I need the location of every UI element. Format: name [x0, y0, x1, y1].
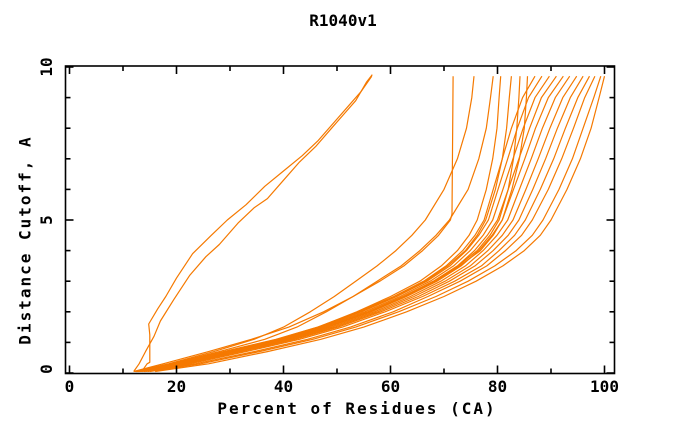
model-curve-model-05 [143, 75, 584, 373]
model-curve-model-18 [134, 76, 475, 373]
y-tick-label: 5 [37, 215, 56, 225]
chart-title: R1040v1 [309, 11, 377, 30]
model-curve-model-20 [141, 75, 373, 372]
model-curve-model-19 [133, 76, 454, 373]
y-tick-label: 0 [37, 364, 56, 374]
x-tick-label: 40 [274, 377, 293, 396]
model-curve-model-01 [155, 76, 606, 373]
model-curve-model-06 [142, 75, 578, 373]
x-tick-label: 100 [590, 377, 619, 396]
x-tick-label: 80 [488, 377, 507, 396]
x-tick-label: 0 [65, 377, 75, 396]
model-curve-model-02 [149, 76, 602, 373]
x-tick-label: 60 [381, 377, 400, 396]
model-curve-model-03 [147, 75, 596, 373]
model-curve-model-14 [137, 76, 521, 373]
x-axis-label: Percent of Residues (CA) [217, 399, 497, 418]
y-axis-label: Distance Cutoff, A [15, 135, 35, 345]
model-curve-model-17 [135, 76, 494, 373]
y-tick-label: 10 [37, 57, 56, 76]
model-curve-model-09 [138, 75, 557, 373]
model-curve-model-04 [145, 75, 591, 373]
model-curve-model-16 [135, 76, 502, 373]
model-curve-model-21 [133, 74, 373, 372]
x-tick-label: 20 [167, 377, 186, 396]
